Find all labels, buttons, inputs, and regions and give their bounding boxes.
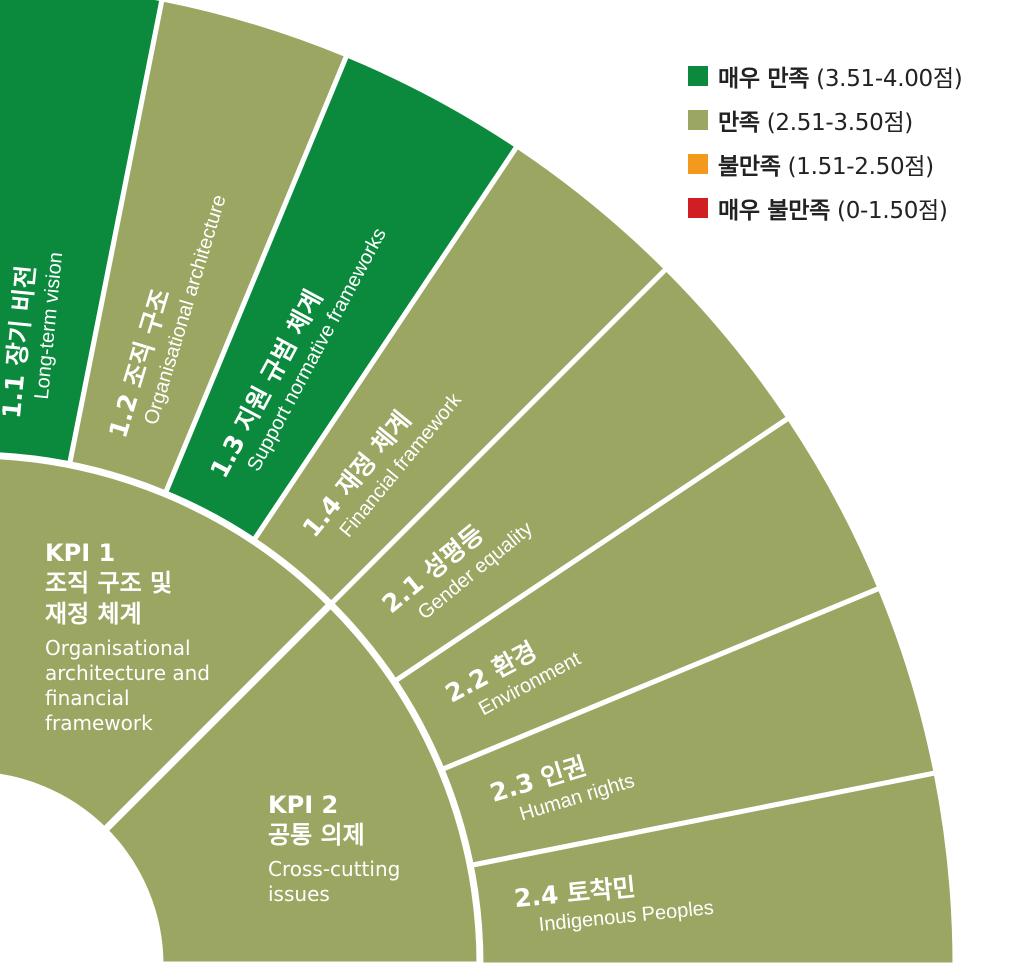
kpi-ring (0, 452, 484, 965)
legend-swatch-very-satisfied (688, 66, 708, 86)
legend-label: 매우 만족 (718, 66, 810, 92)
legend-label: 매우 불만족 (718, 198, 831, 224)
kpi-title: 공통 의제 (268, 821, 365, 849)
legend-item-very-dissatisfied: 매우 불만족 (0-1.50점) (688, 186, 962, 230)
legend-item-satisfied: 만족 (2.51-3.50점) (688, 98, 962, 142)
indicator-wedge-1-1 (0, 0, 165, 468)
legend-swatch-dissatisfied (688, 154, 708, 174)
kpi-1-label: KPI 1 조직 구조 및 재정 체계 Organisational archi… (45, 538, 210, 736)
legend-swatch-satisfied (688, 110, 708, 130)
kpi-english-title: Cross-cutting issues (268, 857, 401, 906)
legend-item-very-satisfied: 매우 만족 (3.51-4.00점) (688, 54, 963, 98)
legend-swatch-very-dissatisfied (688, 198, 708, 218)
rating-legend: 매우 만족 (3.51-4.00점) 만족 (2.51-3.50점) 불만족 (… (688, 54, 963, 230)
indicator-ring (0, 0, 955, 965)
legend-range: (3.51-4.00점) (816, 66, 963, 92)
kpi-english-title: Organisational architecture and financia… (45, 636, 210, 735)
legend-range: (0-1.50점) (837, 198, 948, 224)
legend-label: 만족 (718, 110, 760, 136)
legend-label: 불만족 (718, 154, 781, 180)
kpi-wedge-2 (99, 599, 484, 965)
kpi-code: KPI 1 (45, 539, 116, 567)
kpi-wedge-1 (0, 452, 336, 836)
kpi-title: 조직 구조 및 재정 체계 (45, 569, 173, 628)
legend-range: (1.51-2.50점) (787, 154, 935, 180)
kpi-2-label: KPI 2 공통 의제 Cross-cutting issues (268, 790, 400, 907)
legend-item-dissatisfied: 불만족 (1.51-2.50점) (688, 142, 962, 186)
legend-range: (2.51-3.50점) (766, 110, 914, 136)
kpi-code: KPI 2 (268, 791, 339, 819)
